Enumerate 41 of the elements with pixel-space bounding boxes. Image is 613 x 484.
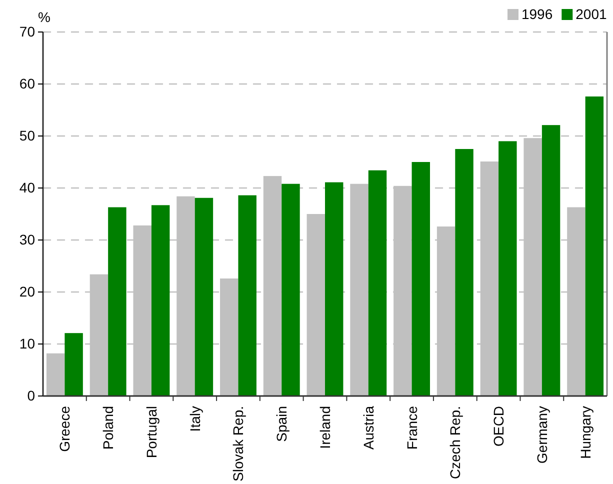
x-tick-label: Austria [360,406,376,450]
bar [542,125,560,396]
bar [368,170,387,396]
y-tick-label: 10 [19,335,36,352]
bar [455,149,474,396]
x-tick-label: Czech Rep. [447,406,464,480]
bar [238,195,256,396]
y-tick-label: 70 [19,23,36,40]
x-tick-label: France [404,406,420,450]
x-tick-label: Hungary [577,406,594,459]
bar [263,176,282,396]
x-tick-label: Greece [56,406,73,452]
y-axis-title: % [38,9,50,25]
y-tick-label: 0 [27,387,36,404]
y-tick-label: 20 [19,283,36,300]
bar [64,333,83,396]
x-tick-label: OECD [490,406,507,446]
bar [306,214,325,396]
x-tick-label: Slovak Rep. [230,406,246,482]
y-tick-label: 40 [19,179,36,196]
x-tick-label: Poland [100,406,116,450]
x-tick-label: Ireland [317,406,333,449]
bar [151,205,170,396]
x-tick-label: Germany [534,406,550,464]
legend-label: 2001 [576,6,607,22]
bar [412,162,430,396]
bar [498,141,517,396]
bar [108,207,126,396]
bar [350,184,368,396]
bar [282,184,300,396]
bar [585,96,604,396]
bar [325,182,344,396]
x-tick-label: Portugal [143,406,160,458]
x-tick-label: Italy [186,406,203,432]
legend-label: 1996 [521,6,553,22]
y-tick-label: 60 [19,75,36,92]
y-tick-label: 50 [19,127,36,144]
bar [194,198,214,396]
x-tick-label: Spain [274,406,290,442]
bar [46,353,65,396]
y-tick-label: 30 [19,231,36,248]
